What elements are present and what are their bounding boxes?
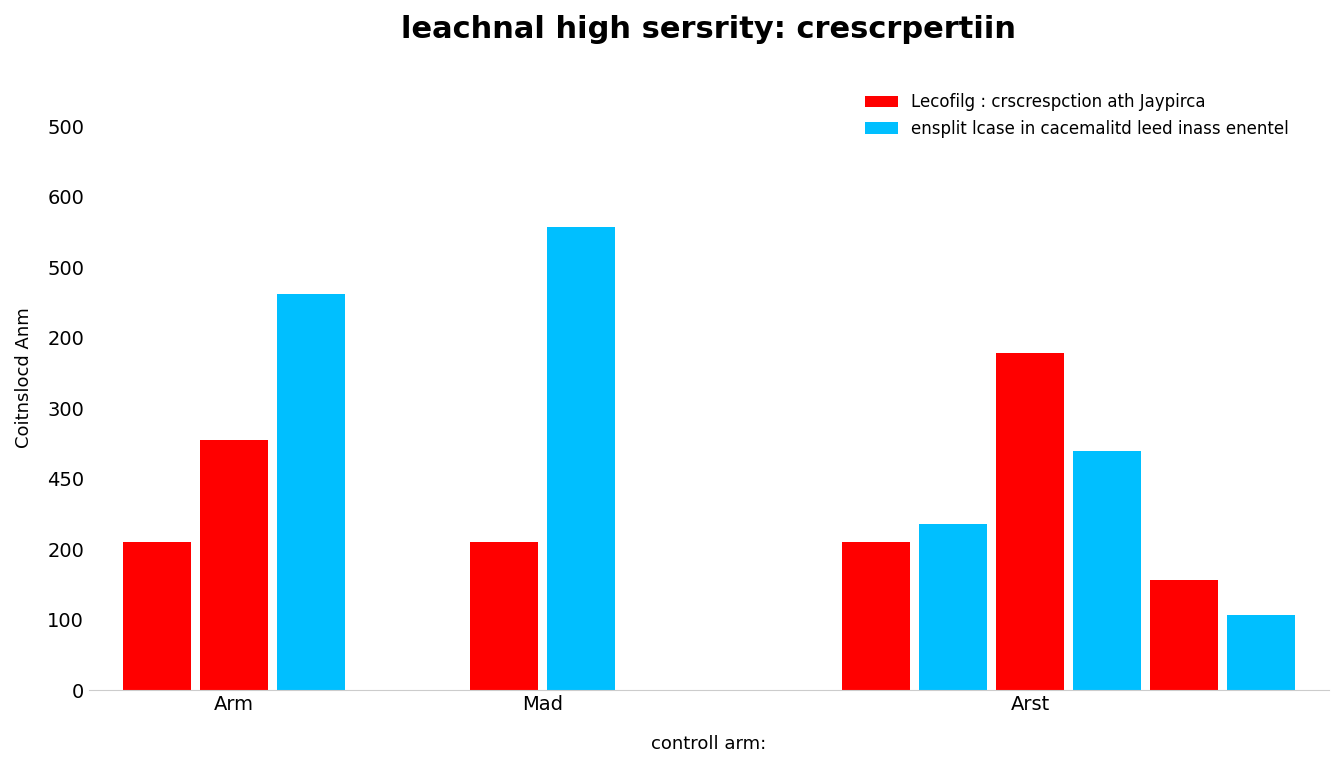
Bar — [843, 542, 910, 690]
Bar — [547, 227, 616, 690]
Bar — [1150, 580, 1218, 690]
Bar — [200, 441, 267, 690]
Bar — [996, 353, 1064, 690]
Legend: Lecofilg : crscrespction ath Jaypirca, ensplit lcase in cacemalitd leed inass en: Lecofilg : crscrespction ath Jaypirca, e… — [857, 87, 1296, 144]
Bar — [124, 542, 191, 690]
Bar — [277, 294, 345, 690]
X-axis label: controll arm:: controll arm: — [652, 735, 766, 753]
Title: leachnal high sersrity: crescrpertiin: leachnal high sersrity: crescrpertiin — [402, 15, 1016, 44]
Y-axis label: Coitnslocd Anm: Coitnslocd Anm — [15, 308, 34, 449]
Bar — [919, 524, 988, 690]
Bar — [1073, 451, 1141, 690]
Bar — [470, 542, 539, 690]
Bar — [1227, 614, 1294, 690]
